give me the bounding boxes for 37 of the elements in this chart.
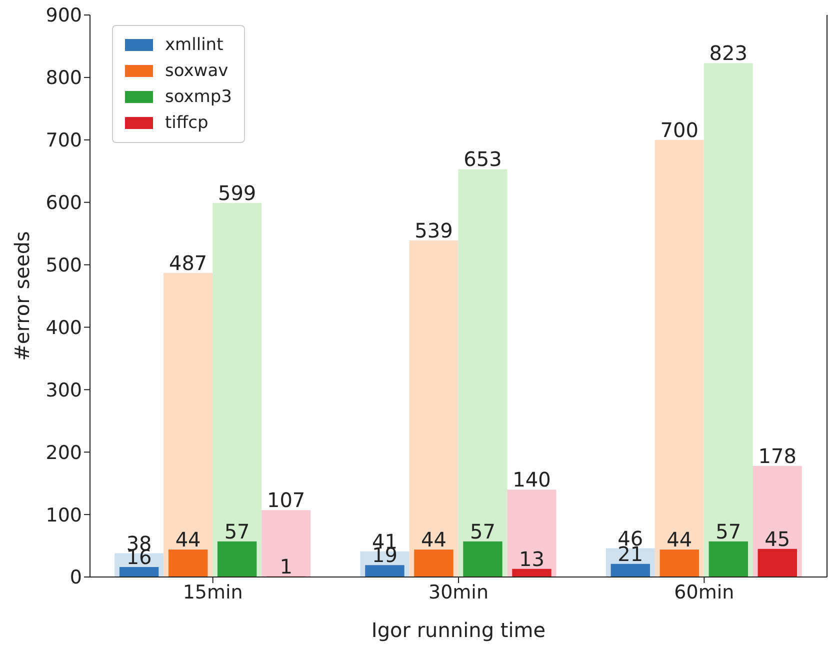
data-label: 539 [414, 218, 453, 242]
y-tick-label: 100 [46, 504, 82, 526]
data-label: 44 [175, 528, 201, 552]
data-label: 823 [709, 41, 748, 66]
data-label: 178 [758, 444, 796, 468]
data-label: 44 [666, 528, 692, 552]
data-label: 13 [519, 546, 544, 571]
data-label: 57 [470, 519, 496, 544]
y-tick-label: 700 [46, 130, 82, 152]
y-tick-label: 0 [70, 566, 82, 589]
x-tick-label: 30min [428, 581, 489, 604]
y-axis-title: #error seeds [10, 231, 34, 361]
data-label: 140 [512, 468, 551, 492]
legend-label: soxmp3 [165, 86, 232, 109]
data-label: 57 [224, 519, 250, 544]
data-label: 44 [421, 528, 446, 552]
y-tick-label: 300 [46, 379, 82, 402]
x-tick-label: 15min [182, 581, 243, 604]
legend-label: soxwav [165, 60, 228, 83]
y-tick-label: 400 [46, 316, 82, 339]
legend-label: tiffcp [165, 112, 208, 135]
y-tick-label: 500 [46, 254, 82, 277]
data-label: 45 [764, 526, 790, 551]
y-tick-label: 900 [46, 4, 82, 27]
y-tick-label: 200 [46, 442, 82, 464]
x-axis-title: Igor running time [371, 618, 546, 642]
x-tick-label: 60min [674, 581, 734, 604]
data-label: 599 [218, 180, 256, 205]
y-tick-label: 800 [46, 67, 82, 90]
data-label: 653 [464, 147, 502, 172]
data-label: 700 [660, 118, 698, 142]
data-label: 487 [168, 250, 208, 275]
data-label: 57 [716, 519, 742, 544]
data-label: 1 [280, 554, 292, 578]
data-label: 107 [266, 488, 306, 512]
y-tick-label: 600 [46, 192, 82, 214]
legend-label: xmllint [165, 34, 224, 57]
